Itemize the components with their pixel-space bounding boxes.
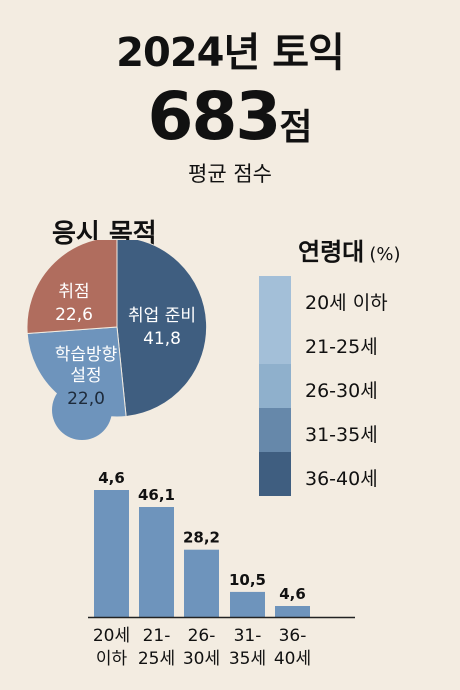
bar: [275, 606, 310, 617]
legend-swatch: [259, 452, 291, 496]
legend-swatch: [259, 364, 291, 408]
average-score: 683점: [0, 78, 460, 155]
age-unit: (%): [369, 244, 401, 265]
bar: [139, 507, 174, 617]
bar-category-label: 20세 이하: [92, 626, 131, 669]
bar-value-label: 4,6: [279, 585, 306, 603]
bar-value-label: 4,6: [98, 469, 125, 487]
purpose-pie-chart: 취업 준비 41,8 학습방향 설정 22,0 취점 22,6: [26, 240, 208, 440]
age-chart-title: 연령대 (%): [298, 232, 401, 267]
age-legend-bar: [259, 276, 291, 496]
bar-category-label: 36- 40세: [273, 626, 312, 669]
legend-label: 21-25세: [305, 336, 378, 358]
pie-slice-label: 취점: [58, 282, 89, 302]
pie-slice: [116, 240, 208, 418]
age-bar-chart: 4,6 46,1 28,2 10,5 4,6: [88, 469, 355, 619]
pie-slice-label: 학습방향 설정: [55, 345, 118, 386]
bar: [230, 591, 265, 617]
bar-category-label: 26- 30세: [182, 626, 221, 669]
age-title: 연령대: [298, 238, 365, 266]
legend-label: 20세 이하: [305, 292, 388, 314]
bar-category-label: 31- 35세: [228, 626, 267, 669]
legend-swatch: [259, 408, 291, 452]
score-caption: 평균 점수: [188, 162, 272, 186]
pie-slice-value: 22,6: [55, 305, 93, 325]
bar-value-label: 46,1: [138, 486, 175, 504]
score-unit: 점: [279, 107, 313, 148]
pie-slice: [26, 240, 118, 335]
legend-label: 36-40세: [305, 468, 378, 490]
pie-slice-value: 41,8: [143, 329, 181, 349]
score-value: 683: [147, 78, 282, 155]
legend-label: 31-35세: [305, 424, 378, 446]
pie-slice-callout: [52, 380, 112, 440]
legend-label: 26-30세: [305, 380, 378, 402]
page-title: 2024년 토익: [116, 30, 345, 76]
bar: [94, 490, 129, 617]
pie-slice-value: 22,0: [67, 389, 105, 409]
pie-slice-label: 취업 준비: [128, 306, 196, 326]
legend-swatch: [259, 276, 291, 320]
bar-value-label: 10,5: [229, 571, 266, 589]
legend-swatch: [259, 320, 291, 364]
bar: [184, 549, 219, 617]
bar-value-label: 28,2: [183, 529, 220, 547]
bar-category-label: 21- 25세: [137, 626, 176, 669]
